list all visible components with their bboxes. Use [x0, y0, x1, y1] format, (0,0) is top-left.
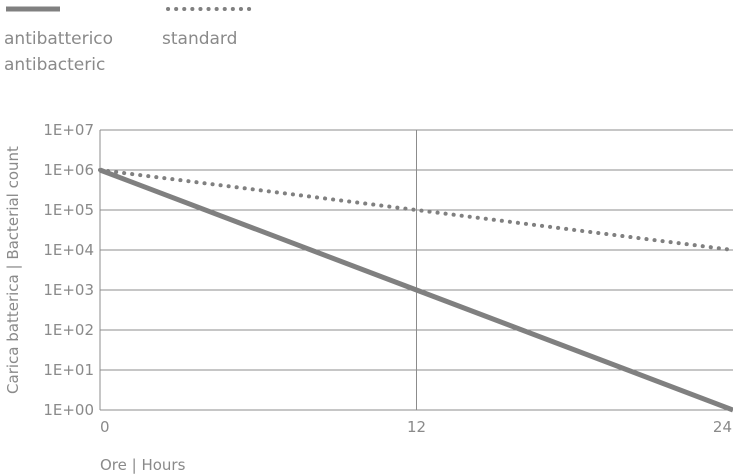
- y-tick-label: 1E+04: [43, 241, 94, 259]
- x-axis-label: Ore | Hours: [100, 456, 186, 474]
- legend: antibatterico antibacteric standard: [4, 6, 252, 75]
- tick-labels: 1E+00 1E+01 1E+02 1E+03 1E+04 1E+05 1E+06 1E+07…: [43, 121, 732, 436]
- x-tick-label: 0: [100, 418, 110, 436]
- x-tick-label: 12: [407, 418, 426, 436]
- series-line-standard: [98, 168, 733, 252]
- grid: [100, 129, 733, 411]
- legend-label: antibatterico antibacteric: [4, 29, 113, 75]
- x-tick-label: 24: [713, 418, 732, 436]
- y-axis-label: Carica batterica | Bacterial count: [4, 146, 22, 394]
- y-tick-label: 1E+00: [43, 401, 94, 419]
- series-line-antibacteric: [99, 167, 733, 413]
- y-tick-label: 1E+01: [43, 361, 94, 379]
- legend-label: standard: [162, 29, 237, 49]
- y-tick-label: 1E+06: [43, 161, 94, 179]
- y-tick-label: 1E+07: [43, 121, 94, 139]
- y-tick-label: 1E+03: [43, 281, 94, 299]
- y-tick-label: 1E+05: [43, 201, 94, 219]
- y-tick-label: 1E+02: [43, 321, 94, 339]
- series-lines: [98, 167, 733, 413]
